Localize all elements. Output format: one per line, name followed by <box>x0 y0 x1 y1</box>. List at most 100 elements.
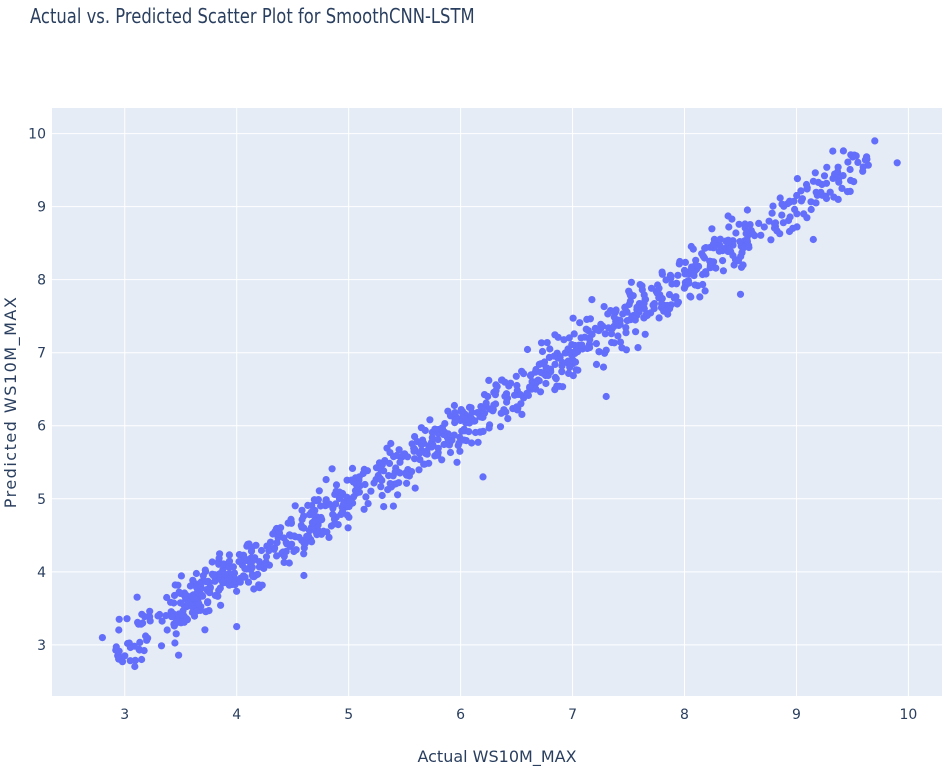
scatter-point <box>441 420 449 428</box>
scatter-point <box>323 528 331 536</box>
scatter-point <box>450 401 458 410</box>
scatter-point <box>410 447 418 455</box>
scatter-point <box>725 245 733 254</box>
scatter-point <box>480 409 489 417</box>
scatter-point <box>479 473 487 481</box>
scatter-point <box>387 439 395 448</box>
scatter-point <box>586 344 594 352</box>
scatter-point <box>687 293 695 301</box>
scatter-point <box>217 601 225 609</box>
scatter-point <box>225 563 233 571</box>
scatter-point <box>493 382 501 391</box>
scatter-point <box>893 159 901 167</box>
scatter-point <box>168 613 176 621</box>
scatter-point <box>158 617 166 625</box>
scatter-point <box>829 147 837 155</box>
scatter-point <box>248 571 256 579</box>
scatter-point <box>177 611 185 619</box>
scatter-point <box>793 210 801 218</box>
scatter-point <box>618 344 626 352</box>
scatter-point <box>666 305 674 313</box>
scatter-point <box>199 572 207 580</box>
scatter-point <box>209 572 217 580</box>
scatter-point <box>202 578 210 586</box>
scatter-point <box>565 334 573 342</box>
scatter-point <box>778 211 786 219</box>
scatter-point <box>662 276 670 284</box>
scatter-point <box>446 448 455 457</box>
x-tick-label: 8 <box>680 707 689 723</box>
scatter-point <box>393 451 401 459</box>
scatter-point <box>233 587 241 595</box>
scatter-point <box>170 599 178 607</box>
scatter-point <box>786 213 794 221</box>
scatter-point <box>658 268 666 276</box>
scatter-point <box>622 329 630 337</box>
scatter-point <box>304 501 312 509</box>
scatter-point <box>496 423 505 431</box>
scatter-point <box>523 345 532 354</box>
scatter-point <box>675 260 683 268</box>
scatter-point <box>847 176 855 184</box>
scatter-point <box>830 193 838 201</box>
scatter-point <box>823 163 831 171</box>
scatter-point <box>252 541 260 549</box>
scatter-point <box>739 244 747 253</box>
scatter-point <box>235 558 243 566</box>
scatter-point <box>335 494 343 503</box>
scatter-point <box>724 212 732 220</box>
scatter-point <box>673 300 681 308</box>
scatter-point <box>403 479 411 487</box>
scatter-point <box>543 364 551 372</box>
scatter-point <box>690 272 698 280</box>
scatter-point <box>485 376 493 384</box>
scatter-point <box>708 225 716 233</box>
scatter-point <box>452 416 460 424</box>
data-points <box>98 137 901 671</box>
scatter-point <box>419 436 427 444</box>
scatter-point <box>551 331 559 339</box>
scatter-point <box>516 390 524 399</box>
y-tick-label: 4 <box>37 565 46 581</box>
scatter-point <box>660 307 668 315</box>
x-tick-label: 4 <box>232 707 241 723</box>
scatter-point <box>440 440 448 449</box>
scatter-point <box>186 582 194 590</box>
scatter-point <box>776 194 784 202</box>
scatter-point <box>225 551 233 559</box>
scatter-point <box>204 599 212 607</box>
scatter-point <box>739 261 747 269</box>
scatter-point <box>553 382 561 390</box>
scatter-point <box>800 210 808 218</box>
scatter-point <box>807 205 815 214</box>
scatter-point <box>328 465 336 473</box>
scatter-point <box>315 487 323 495</box>
scatter-point <box>846 165 854 174</box>
scatter-point <box>702 244 710 252</box>
scatter-point <box>454 441 462 450</box>
scatter-point <box>280 552 288 560</box>
y-tick-label: 7 <box>37 346 46 362</box>
scatter-point <box>384 486 392 494</box>
scatter-point <box>854 158 862 166</box>
scatter-point <box>396 458 404 466</box>
scatter-point <box>552 375 560 383</box>
scatter-point <box>736 238 744 246</box>
scatter-point <box>778 200 786 208</box>
scatter-point <box>308 519 316 527</box>
scatter-point <box>177 572 185 580</box>
scatter-point <box>569 372 577 380</box>
scatter-point <box>471 417 479 425</box>
gridlines <box>52 108 942 696</box>
scatter-point <box>362 493 370 501</box>
scatter-point <box>121 652 129 660</box>
scatter-point <box>572 366 580 374</box>
scatter-point <box>322 476 330 484</box>
scatter-point <box>367 487 375 495</box>
x-tick-label: 9 <box>792 707 801 723</box>
x-tick-label: 6 <box>456 707 465 723</box>
scatter-point <box>131 662 139 671</box>
scatter-point <box>586 336 594 344</box>
scatter-point <box>395 446 403 454</box>
scatter-point <box>741 224 749 232</box>
